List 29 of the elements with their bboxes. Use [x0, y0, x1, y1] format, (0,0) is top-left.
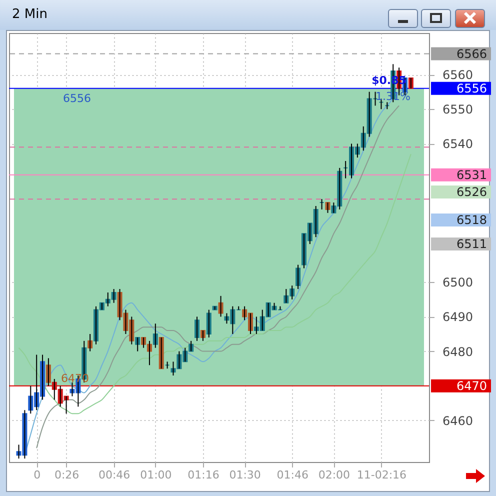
y-tick-label: 6460 — [442, 414, 474, 428]
x-tick-label: 01:00 — [140, 468, 172, 482]
text: 6518 — [456, 213, 487, 227]
ref-line-label: 6470 — [456, 378, 487, 393]
y-tick-label: 6480 — [442, 344, 474, 359]
x-tick-label: 02:00 — [318, 468, 350, 482]
ref-line-label: 6556 — [456, 81, 487, 96]
x-tick-label: 01:46 — [276, 468, 308, 482]
candlestick — [408, 77, 414, 89]
ref-line-label: 6566 — [456, 46, 487, 61]
x-tick-label: 11-02:16 — [356, 468, 407, 482]
x-tick-label: 0 — [34, 468, 41, 482]
y-tick-label: 6490 — [442, 310, 474, 324]
y-tick-label: 6550 — [442, 102, 474, 117]
ref-line-label: 6531 — [456, 168, 487, 182]
y-tick-label: 6560 — [442, 68, 474, 82]
text: 6526 — [456, 185, 487, 199]
x-tick-label: 01:30 — [229, 468, 261, 482]
x-tick-label: 00:46 — [98, 468, 130, 482]
chart-title: 2 Min — [12, 7, 48, 22]
candlestick — [158, 336, 164, 370]
x-tick-label: 0:26 — [54, 468, 80, 482]
x-tick-label: 01:16 — [188, 468, 220, 482]
y-tick-label: 6500 — [442, 276, 474, 290]
candlestick — [212, 306, 218, 310]
line-series — [18, 154, 412, 414]
y-tick-label: 6540 — [442, 137, 474, 152]
text: 6511 — [456, 237, 487, 251]
annotation: 6556 — [63, 92, 91, 105]
